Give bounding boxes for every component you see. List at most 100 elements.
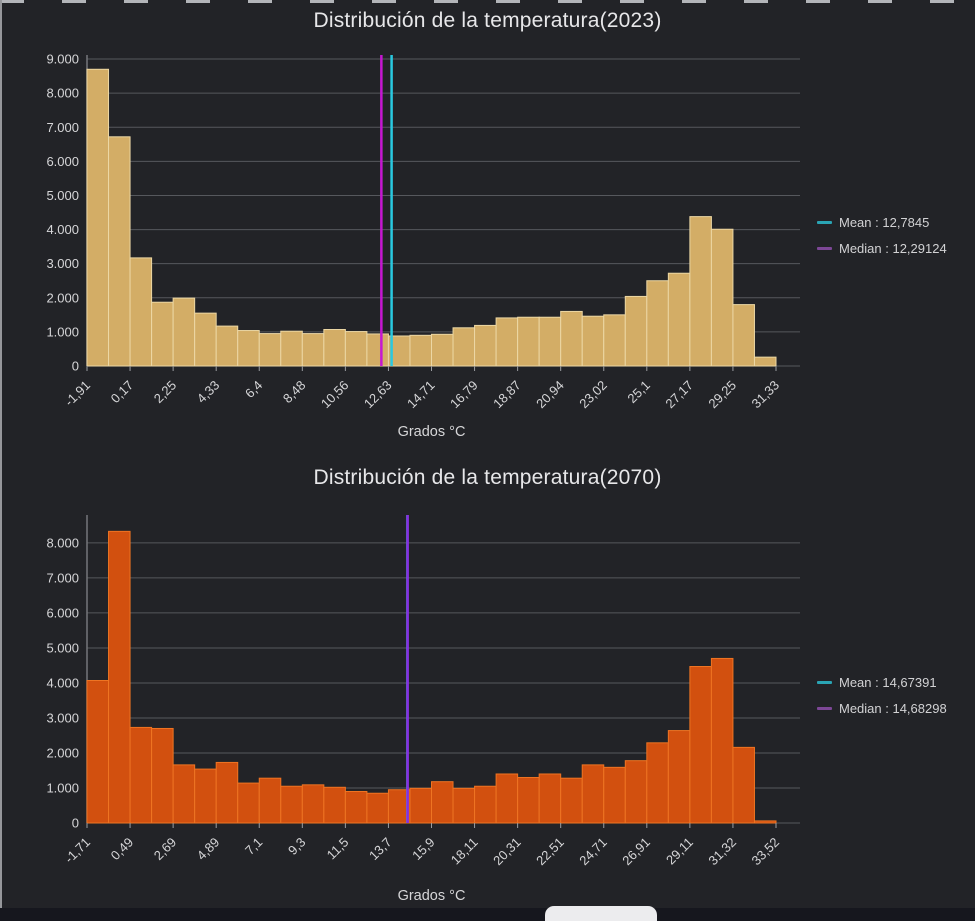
histogram-bar [366,333,389,367]
histogram-bar [646,280,669,367]
y-tick-label: 0 [72,816,79,831]
y-tick-label: 2.000 [46,290,79,305]
x-tick-label: 20,31 [490,835,524,869]
y-tick-label: 3.000 [46,710,79,725]
x-tick-label: 4,33 [194,378,223,407]
y-tick-label: 4.000 [46,222,79,237]
x-tick-label: 26,91 [619,835,653,869]
histogram-bar [603,766,626,824]
bottom-bar [0,908,975,921]
y-tick-label: 1.000 [46,780,79,795]
histogram-plot-2023[interactable]: 0 1.000 2.000 3.000 4.000 5.000 6.000 7.000 8.00… [0,0,975,460]
x-tick-label: 16,79 [447,378,481,412]
y-tick-label: 6.000 [46,154,79,169]
median-line-swatch-icon [817,707,832,710]
histogram-bar [689,665,712,824]
histogram-bar [108,530,131,824]
x-tick-label: 20,94 [533,378,567,412]
histogram-bar [538,773,562,824]
histogram-bar [646,742,669,824]
x-tick-label: 31,32 [705,835,739,869]
x-tick-label: 10,56 [318,378,352,412]
legend-item-median[interactable]: Median : 14,68298 [817,701,947,716]
y-tick-label: 7.000 [46,120,79,135]
histogram-bar [280,785,303,824]
y-tick-label: 5.000 [46,640,79,655]
x-tick-label: 31,33 [749,378,783,412]
legend-item-mean[interactable]: Mean : 12,7845 [817,215,947,230]
histogram-bar [344,331,368,367]
mean-line-swatch-icon [817,221,832,224]
histogram-bar [194,768,217,824]
histogram-bar [452,787,476,824]
y-tick-label: 9.000 [46,52,79,67]
x-tick-label: 14,71 [404,378,438,412]
legend-item-mean[interactable]: Mean : 14,67391 [817,675,947,690]
legend-label-mean: Mean : 12,7845 [839,215,930,230]
x-tick-label: 0,17 [108,378,137,407]
legend-2023: Mean : 12,7845 Median : 12,29124 [817,215,947,256]
histogram-bar [409,787,432,824]
x-tick-label: 18,11 [448,835,481,868]
histogram-bar [172,297,196,367]
histogram-bar [237,782,260,824]
x-tick-label: 27,17 [662,378,696,412]
x-axis-title-2070: Grados °C [397,888,466,904]
histogram-bar [710,657,734,824]
x-tick-label: 29,11 [663,835,696,868]
x-tick-label: 13,7 [366,835,395,864]
x-tick-label: 12,63 [361,378,395,412]
histogram-bar [258,777,282,824]
histogram-bar [172,764,196,824]
histogram-bar [323,786,346,824]
histogram-bar [129,257,153,367]
x-tick-label: 25,1 [624,378,653,407]
histogram-bar [258,333,282,367]
histogram-bar [517,776,540,824]
x-tick-label: 22,51 [533,835,567,869]
histogram-bar [732,746,755,824]
x-tick-label: 0,49 [108,835,137,864]
histogram-bar [624,760,648,824]
x-tick-label: 23,02 [576,378,610,412]
y-tick-label: 3.000 [46,256,79,271]
y-tick-label: 8.000 [46,86,79,101]
legend-label-median: Median : 12,29124 [839,241,947,256]
chart-title-2023: Distribución de la temperatura(2023) [313,9,662,32]
histogram-bar [667,272,691,367]
histogram-bar [108,136,131,367]
y-tick-label: 4.000 [46,675,79,690]
x-tick-label: 33,52 [749,835,783,869]
y-tick-label: 1.000 [46,324,79,339]
histogram-bar [366,792,389,824]
histogram-bar [409,334,432,367]
legend-item-median[interactable]: Median : 12,29124 [817,241,947,256]
histogram-bar [560,310,583,367]
x-tick-label: 15,9 [409,835,438,864]
x-tick-label: -1,91 [62,378,94,410]
histogram-bar [538,316,562,367]
histogram-bar [560,777,583,824]
histogram-bar [431,781,454,824]
histogram-bar [667,730,691,824]
histogram-bar [344,790,368,824]
x-tick-label: 24,71 [576,835,610,869]
histogram-bar [86,680,110,824]
histogram-plot-2070[interactable]: 0 1.000 2.000 3.000 4.000 5.000 6.000 7.000 8.00… [0,460,975,921]
y-tick-label: 6.000 [46,605,79,620]
x-tick-label: 6,4 [242,378,265,401]
x-tick-label: 2,25 [151,378,180,407]
histogram-bar [732,304,755,367]
x-tick-label: 11,5 [324,835,352,863]
histogram-bar [495,773,519,824]
y-tick-label: 0 [72,359,79,374]
x-tick-label: 18,87 [490,378,524,412]
x-tick-label: 4,89 [194,835,223,864]
histogram-bar [581,764,605,824]
histogram-bar [689,216,712,367]
x-tick-label: -1,71 [62,835,94,867]
x-tick-label: 8,48 [280,378,309,407]
histogram-bar [194,312,217,367]
x-tick-label: 2,69 [151,835,180,864]
y-tick-label: 7.000 [46,570,79,585]
